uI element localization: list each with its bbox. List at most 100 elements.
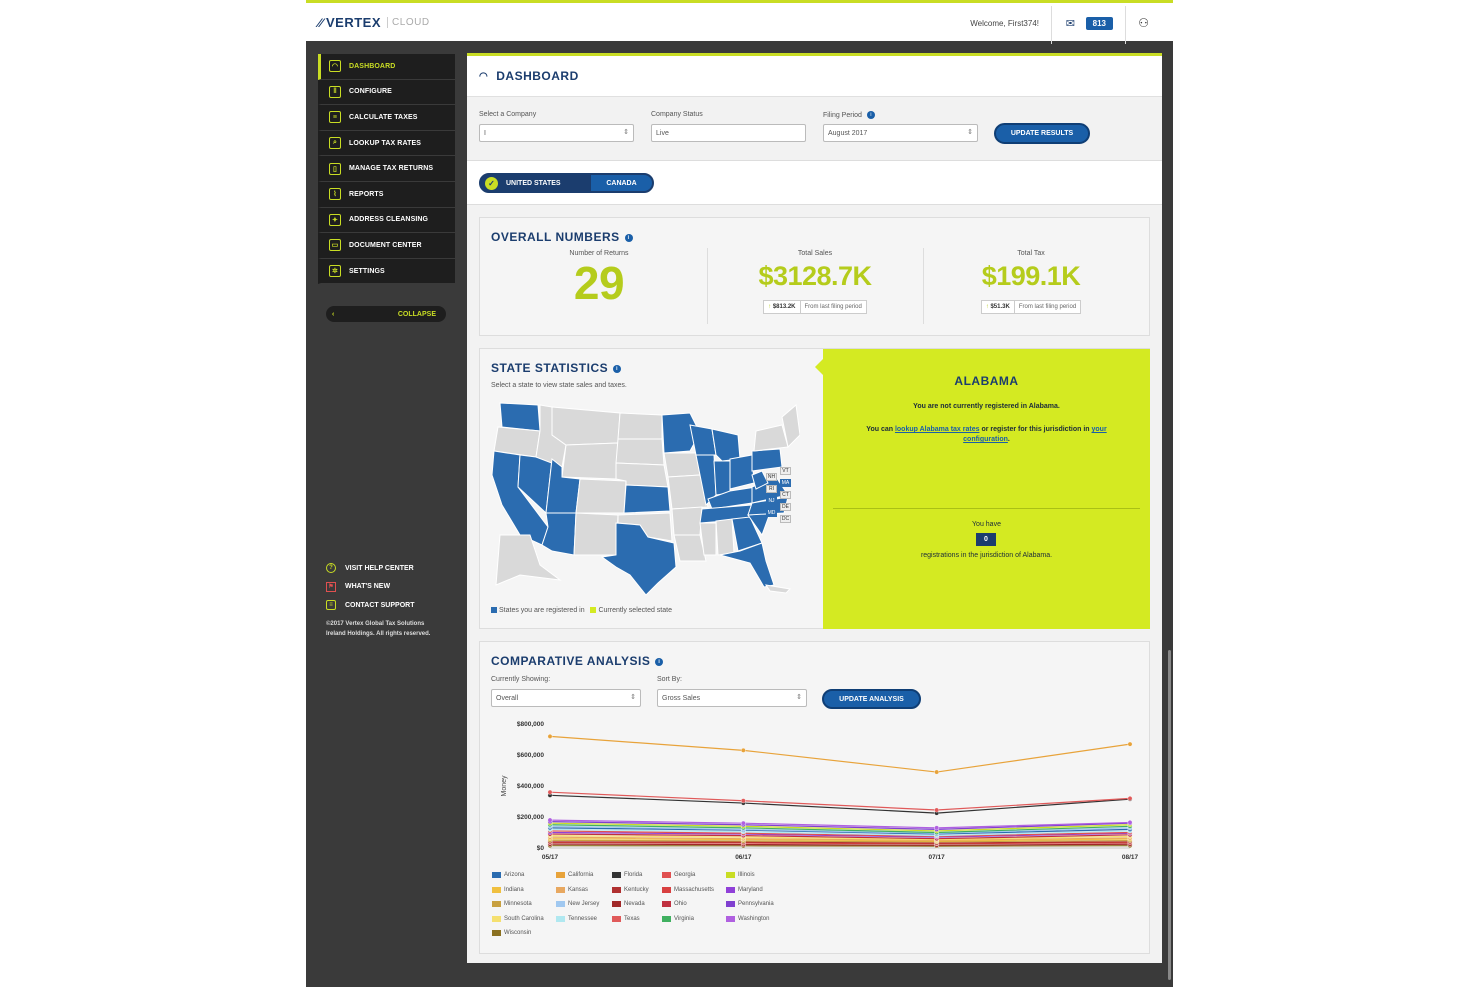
legend-item[interactable]: Kansas <box>556 886 588 893</box>
sidebar-item-address-cleansing[interactable]: ✦ ADDRESS CLEANSING <box>318 207 455 234</box>
legend-item[interactable]: Kentucky <box>612 886 649 893</box>
legend-swatch <box>662 901 671 907</box>
app-window: ⁄⁄ VERTEX CLOUD Welcome, First374! ✉ 813… <box>306 0 1173 987</box>
legend-item[interactable]: New Jersey <box>556 901 599 907</box>
dashboard-icon: ◠ <box>329 60 341 73</box>
configuration-link[interactable]: your <box>1091 426 1107 433</box>
page-scrollbar[interactable] <box>1168 650 1171 980</box>
legend-label: Pennsylvania <box>738 901 774 907</box>
series-line-kansas <box>549 836 1131 841</box>
state-md[interactable]: MD <box>766 509 777 517</box>
state-nh[interactable]: NH <box>766 473 777 481</box>
legend-item[interactable]: Virginia <box>662 915 694 922</box>
contact-support-link[interactable]: ≡ CONTACT SUPPORT <box>326 596 456 615</box>
sidebar-item-settings[interactable]: ✲ SETTINGS <box>318 258 455 285</box>
y-tick-label: $200,000 <box>517 814 544 821</box>
sort-select[interactable]: Gross Sales ⇕ <box>657 689 807 707</box>
help-icon: ? <box>326 563 336 574</box>
collapse-button[interactable]: ‹ COLLAPSE <box>326 306 446 322</box>
legend-item[interactable]: Arizona <box>492 872 524 878</box>
update-analysis-button[interactable]: UPDATE ANALYSIS <box>822 689 921 709</box>
state-de[interactable]: DE <box>780 503 791 511</box>
legend-item[interactable]: Nevada <box>612 901 645 907</box>
registrations-note: registrations in the jurisdiction of Ala… <box>920 552 1053 559</box>
sidebar-item-lookup-tax-rates[interactable]: ⌕ LOOKUP TAX RATES <box>318 130 455 157</box>
series-line-florida <box>549 794 1131 814</box>
returns-value: 29 <box>573 257 625 309</box>
document-icon: ▭ <box>329 239 341 252</box>
overall-title-text: OVERALL NUMBERS <box>491 230 620 244</box>
info-icon[interactable]: i <box>624 233 633 242</box>
state-dc[interactable]: DC <box>780 515 791 523</box>
toggle-united-states[interactable]: ✓ UNITED STATES <box>481 175 591 191</box>
overall-numbers-panel: OVERALL NUMBERS i Number of Returns 29 To… <box>479 217 1150 336</box>
sidebar-item-document-center[interactable]: ▭ DOCUMENT CENTER <box>318 233 455 259</box>
sidebar-item-reports[interactable]: ⌇ REPORTS <box>318 181 455 208</box>
stat-divider <box>707 248 708 324</box>
state-nj[interactable]: NJ <box>766 497 777 505</box>
state-ct[interactable]: CT <box>780 491 791 499</box>
legend-label: Wisconsin <box>504 930 532 936</box>
vertex-logo[interactable]: ⁄⁄ VERTEX CLOUD <box>318 15 430 30</box>
legend-item[interactable]: Ohio <box>662 901 687 907</box>
legend-swatch <box>662 915 671 922</box>
state-ma[interactable]: MA <box>780 479 791 487</box>
legend-item[interactable]: Florida <box>612 872 642 878</box>
legend-item[interactable]: Pennsylvania <box>726 901 774 907</box>
copyright-line: Ireland Holdings. All rights reserved. <box>326 630 431 637</box>
up-arrow-icon: ↑ <box>985 304 989 310</box>
legend-item[interactable]: Massachusetts <box>662 886 714 893</box>
filing-period-select[interactable]: August 2017 ⇕ <box>823 124 978 142</box>
brand-name: VERTEX <box>326 15 382 30</box>
mail-icon[interactable]: ✉ <box>1065 18 1075 30</box>
state-vt[interactable]: VT <box>780 467 791 475</box>
legend-swatch <box>492 901 501 907</box>
sidebar-item-calculate-taxes[interactable]: ≡ CALCULATE TAXES <box>318 105 455 131</box>
copyright-line: ©2017 Vertex Global Tax Solutions <box>326 620 425 627</box>
info-icon[interactable]: i <box>613 364 622 373</box>
legend-label: Illinois <box>738 872 755 878</box>
state-stats-subtitle: Select a state to view state sales and t… <box>491 382 627 389</box>
sidebar-item-dashboard[interactable]: ◠ DASHBOARD <box>318 54 455 80</box>
legend-item[interactable]: Illinois <box>726 872 755 878</box>
legend-swatch <box>726 872 735 878</box>
legend-item[interactable]: California <box>556 872 593 878</box>
notification-badge[interactable]: 813 <box>1085 17 1113 30</box>
showing-select[interactable]: Overall ⇕ <box>491 689 641 707</box>
legend-item[interactable]: Georgia <box>662 872 695 878</box>
legend-item[interactable]: Wisconsin <box>492 930 531 936</box>
info-icon[interactable]: i <box>866 111 875 119</box>
whats-new-link[interactable]: ⚑ WHAT'S NEW <box>326 578 456 597</box>
legend-item[interactable]: Maryland <box>726 886 763 893</box>
country-toggle[interactable]: ✓ UNITED STATES CANADA <box>479 173 654 193</box>
company-status-field[interactable]: Live <box>651 124 806 142</box>
legend-item[interactable]: Minnesota <box>492 901 532 907</box>
company-select[interactable]: I ⇕ <box>479 124 634 142</box>
data-point <box>740 820 746 826</box>
sales-change-box: ↑ $813.2K From last filing period <box>763 300 867 314</box>
state-ri[interactable]: RI <box>766 485 777 493</box>
legend-item[interactable]: Texas <box>612 915 640 922</box>
comparative-analysis-panel: COMPARATIVE ANALYSIS i Currently Showing:… <box>479 641 1150 954</box>
update-results-button[interactable]: UPDATE RESULTS <box>994 123 1090 144</box>
legend-item[interactable]: South Carolina <box>492 915 544 922</box>
legend-selected-swatch <box>590 607 597 614</box>
select-caret-icon: ⇕ <box>623 129 629 136</box>
help-center-link[interactable]: ? VISIT HELP CENTER <box>326 559 456 578</box>
sort-label: Sort By: <box>657 676 682 683</box>
sidebar-item-label: CONFIGURE <box>349 88 392 96</box>
us-map[interactable] <box>490 395 800 600</box>
toggle-canada[interactable]: CANADA <box>591 175 652 191</box>
company-select-value: I <box>484 130 486 137</box>
sidebar-item-manage-tax-returns[interactable]: ▯ MANAGE TAX RETURNS <box>318 156 455 182</box>
lookup-rates-link[interactable]: lookup Alabama tax rates <box>894 426 980 433</box>
user-icon[interactable]: ⚇ <box>1138 16 1149 30</box>
sidebar-item-configure[interactable]: ‖ CONFIGURE <box>318 79 455 106</box>
status-label: Company Status <box>651 111 703 118</box>
series-line-virginia <box>549 824 1131 834</box>
info-icon[interactable]: i <box>655 657 664 666</box>
legend-item[interactable]: Indiana <box>492 886 524 893</box>
legend-item[interactable]: Tennessee <box>556 915 597 922</box>
legend-item[interactable]: Washington <box>726 915 769 922</box>
configuration-link[interactable]: configuration <box>963 436 1008 443</box>
